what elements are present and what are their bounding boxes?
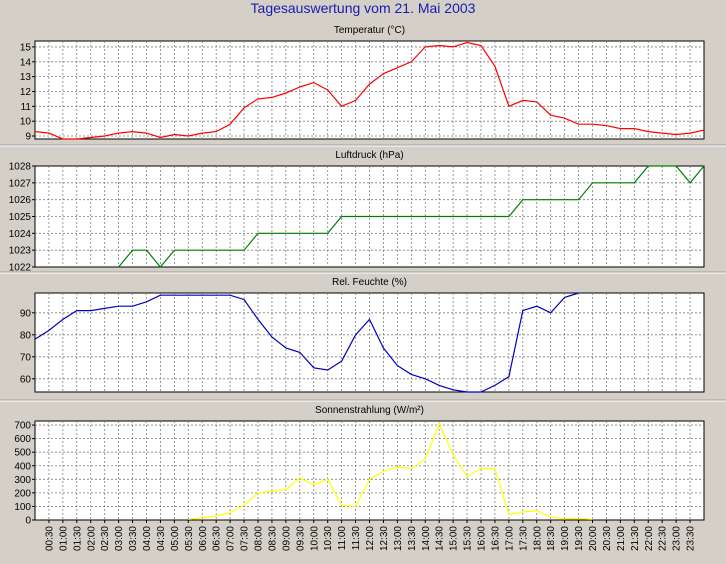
panel-title: Rel. Feuchte (%)	[332, 277, 407, 288]
x-tick-label: 17:00	[504, 526, 515, 551]
x-tick-label: 15:30	[463, 526, 474, 551]
y-tick-label: 1026	[9, 195, 32, 206]
y-tick-label: 600	[14, 434, 31, 445]
panel-title: Sonnenstrahlung (W/m²)	[315, 405, 424, 416]
y-tick-label: 12	[20, 87, 32, 98]
x-tick-label: 02:00	[86, 526, 97, 551]
y-tick-label: 1022	[9, 263, 32, 274]
x-tick-label: 23:30	[686, 526, 697, 551]
y-tick-label: 14	[20, 57, 32, 68]
x-tick-label: 09:30	[295, 526, 306, 551]
x-tick-label: 20:00	[588, 526, 599, 551]
x-tick-label: 09:00	[281, 526, 292, 551]
y-tick-label: 1025	[9, 212, 32, 223]
x-tick-label: 10:30	[323, 526, 334, 551]
x-tick-label: 18:00	[532, 526, 543, 551]
x-tick-label: 12:00	[365, 526, 376, 551]
x-tick-label: 05:30	[184, 526, 195, 551]
x-tick-label: 21:00	[616, 526, 627, 551]
y-tick-label: 11	[21, 102, 32, 113]
y-tick-label: 10	[20, 117, 32, 128]
y-tick-label: 500	[14, 448, 31, 459]
series-line	[118, 165, 705, 268]
x-tick-label: 12:30	[379, 526, 390, 551]
y-tick-label: 13	[20, 72, 32, 83]
y-tick-label: 1027	[9, 178, 32, 189]
x-tick-label: 20:30	[602, 526, 613, 551]
x-tick-label: 18:30	[546, 526, 557, 551]
x-tick-label: 06:00	[198, 526, 209, 551]
y-tick-label: 1024	[9, 229, 32, 240]
x-tick-label: 11:00	[337, 526, 348, 551]
x-tick-label: 22:00	[644, 526, 655, 551]
x-tick-label: 15:00	[449, 526, 460, 551]
x-tick-label: 17:30	[518, 526, 529, 551]
x-tick-label: 22:30	[658, 526, 669, 551]
panel-title: Luftdruck (hPa)	[335, 150, 403, 161]
y-tick-label: 90	[20, 308, 32, 319]
panel-title: Temperatur (°C)	[334, 25, 405, 36]
x-tick-label: 00:30	[44, 526, 55, 551]
y-tick-label: 80	[20, 330, 32, 341]
x-tick-label: 14:30	[435, 526, 446, 551]
x-tick-label: 01:00	[58, 526, 69, 551]
y-tick-label: 200	[14, 488, 31, 499]
x-tick-label: 04:30	[156, 526, 167, 551]
page-title: Tagesauswertung vom 21. Mai 2003	[250, 0, 476, 16]
x-tick-label: 07:30	[240, 526, 251, 551]
x-tick-label: 21:30	[630, 526, 641, 551]
x-tick-label: 02:30	[100, 526, 111, 551]
y-tick-label: 0	[25, 516, 31, 527]
x-tick-label: 16:30	[490, 526, 501, 551]
x-tick-label: 07:00	[226, 526, 237, 551]
x-tick-label: 23:00	[672, 526, 683, 551]
y-tick-label: 9	[25, 132, 31, 143]
y-tick-label: 60	[20, 374, 32, 385]
series-line	[188, 422, 593, 520]
x-tick-label: 13:30	[407, 526, 418, 551]
x-tick-label: 01:30	[72, 526, 83, 551]
x-tick-label: 05:00	[170, 526, 181, 551]
y-tick-label: 700	[14, 421, 31, 432]
x-tick-label: 19:00	[560, 526, 571, 551]
x-tick-label: 13:00	[393, 526, 404, 551]
y-tick-label: 100	[14, 502, 31, 513]
series-line	[34, 41, 705, 140]
x-tick-label: 10:00	[309, 526, 320, 551]
y-tick-label: 400	[14, 461, 31, 472]
x-tick-label: 03:00	[114, 526, 125, 551]
x-tick-label: 08:30	[267, 526, 278, 551]
y-tick-label: 300	[14, 475, 31, 486]
y-tick-label: 1028	[9, 162, 32, 173]
y-tick-label: 1023	[9, 246, 32, 257]
y-tick-label: 70	[20, 352, 32, 363]
x-tick-label: 03:30	[128, 526, 139, 551]
x-tick-label: 19:30	[574, 526, 585, 551]
x-tick-label: 08:00	[254, 526, 265, 551]
x-tick-label: 04:00	[142, 526, 153, 551]
x-tick-label: 06:30	[212, 526, 223, 551]
x-tick-label: 14:00	[421, 526, 432, 551]
x-tick-label: 16:00	[477, 526, 488, 551]
x-tick-label: 11:30	[351, 526, 362, 551]
y-tick-label: 15	[20, 42, 32, 53]
series-line	[34, 292, 579, 393]
